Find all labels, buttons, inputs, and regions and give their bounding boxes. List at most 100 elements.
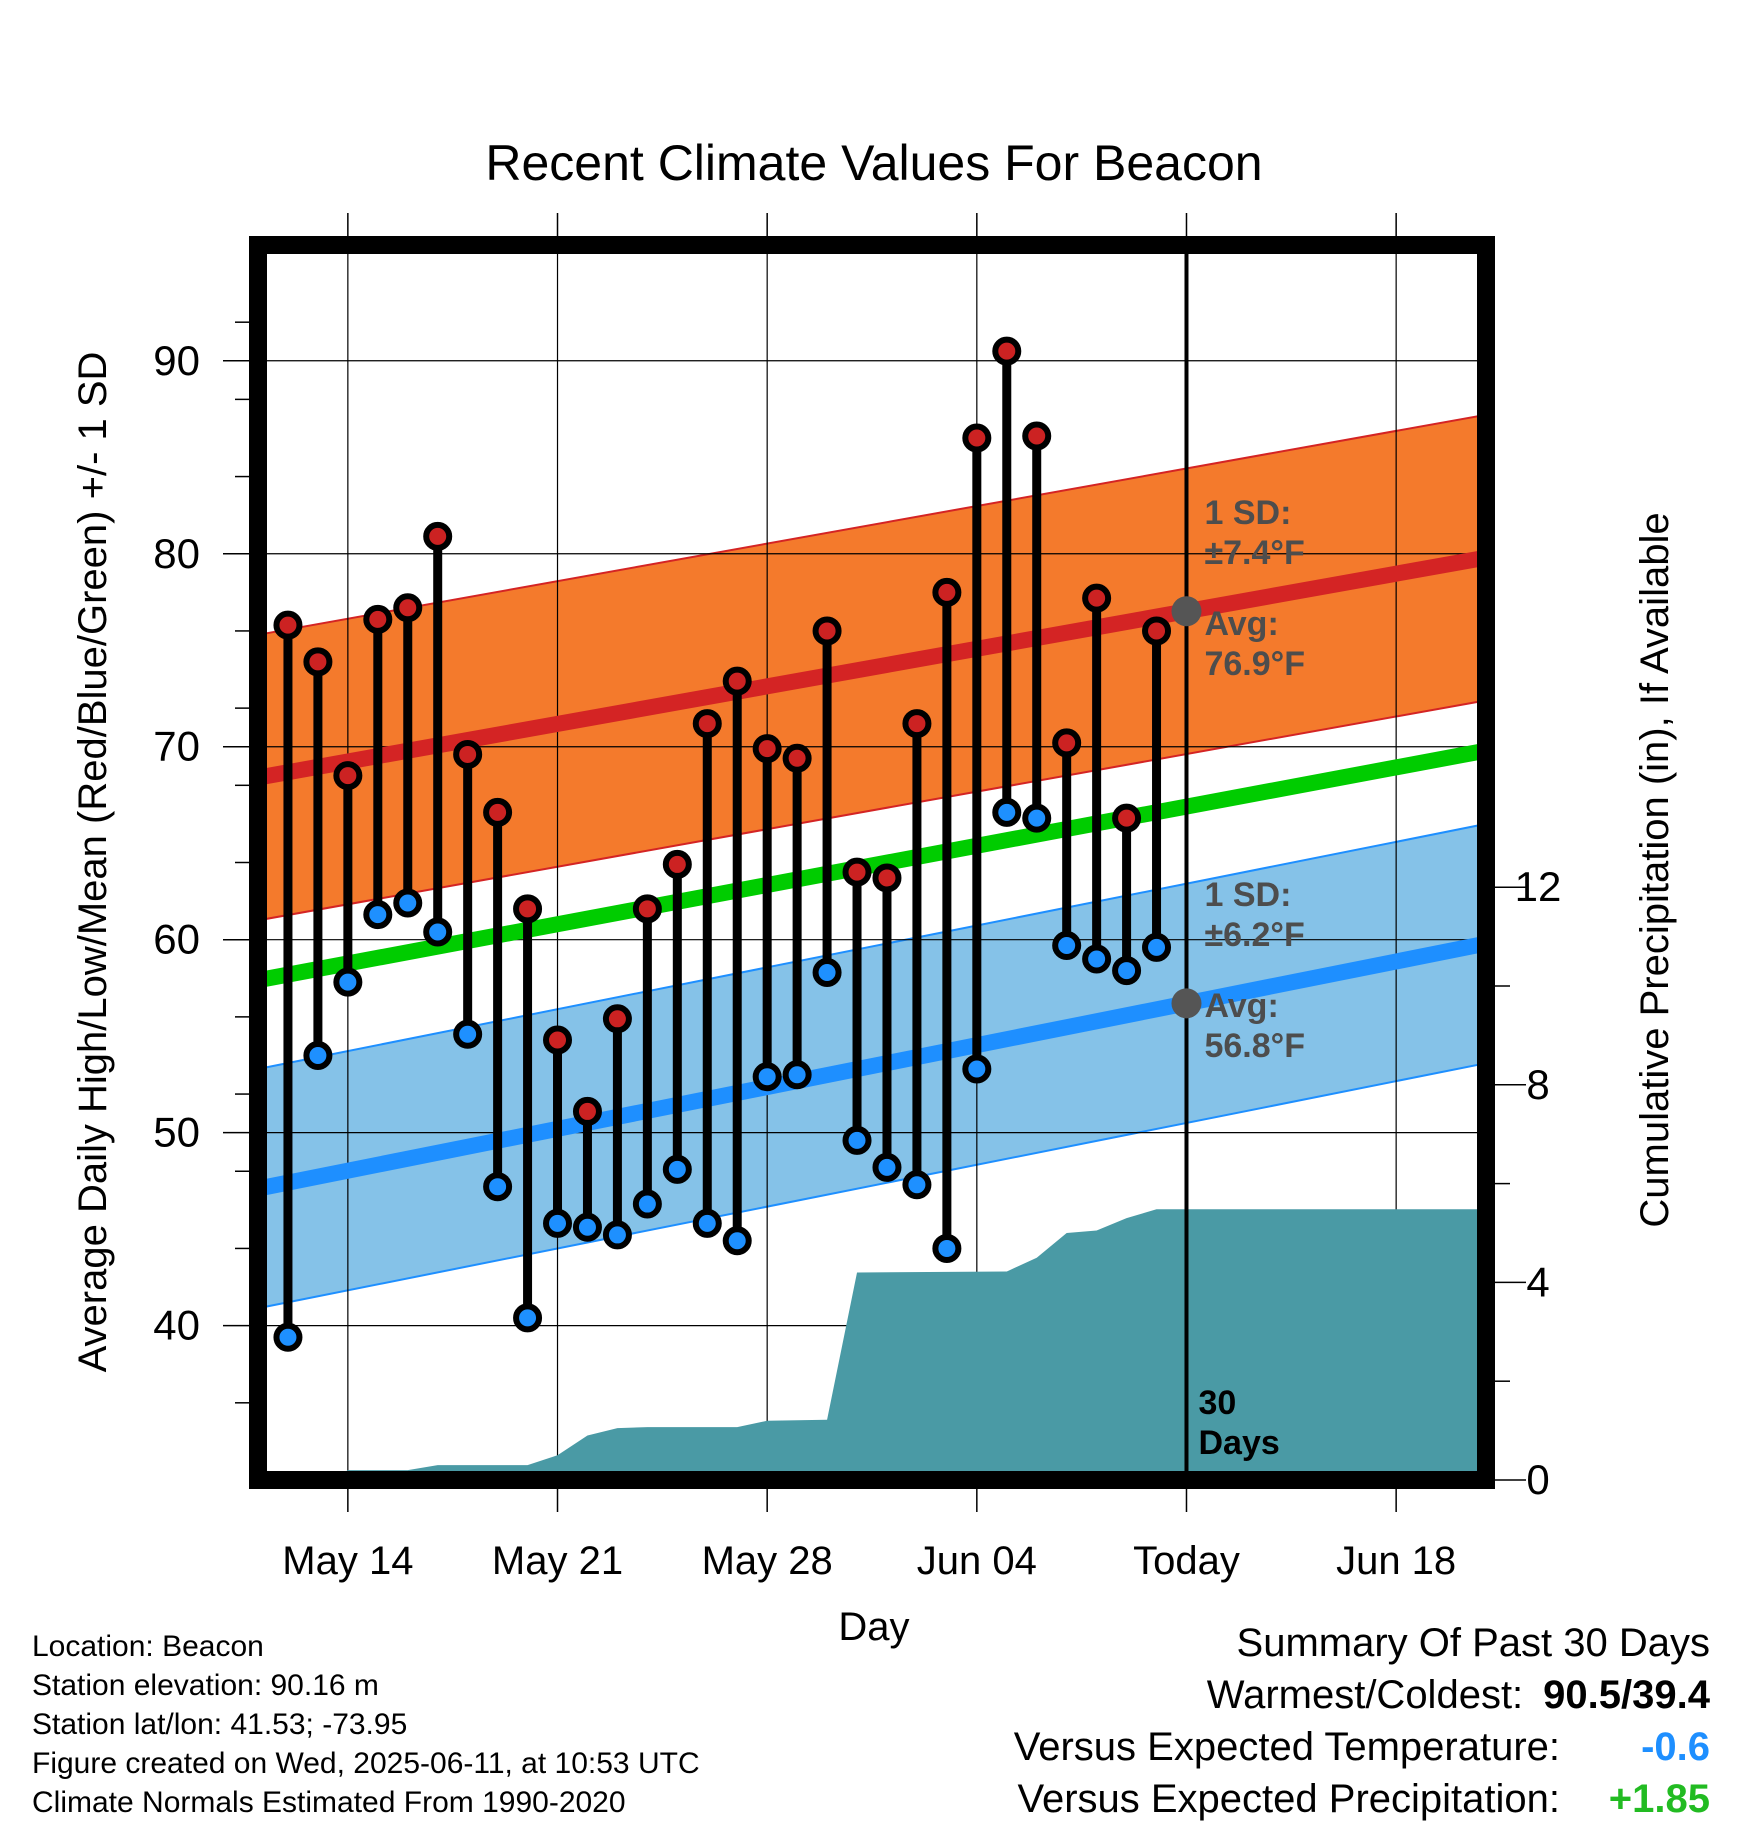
temp-value: -0.6 — [1641, 1725, 1710, 1769]
high-marker — [333, 761, 363, 791]
low-marker — [812, 957, 842, 987]
y-right-tick-label: 12 — [1515, 863, 1562, 910]
normal-low-line — [256, 935, 1488, 1197]
x-tick-label: Jun 04 — [917, 1539, 1037, 1583]
x-axis-label: Day — [838, 1605, 909, 1649]
low-marker — [992, 797, 1022, 827]
low-marker — [1022, 803, 1052, 833]
low-marker — [632, 1189, 662, 1219]
y-left-tick-label: 90 — [153, 337, 200, 384]
high-marker — [483, 797, 513, 827]
high-marker — [722, 666, 752, 696]
low-marker — [423, 917, 453, 947]
high-marker — [543, 1025, 573, 1055]
low-marker — [363, 900, 393, 930]
high-marker — [303, 647, 333, 677]
low-marker — [513, 1303, 543, 1333]
x-tick-label: May 21 — [492, 1539, 623, 1583]
low-sd-label: 1 SD: — [1204, 876, 1291, 914]
elevation-text: Station elevation: 90.16 m — [32, 1669, 379, 1702]
avg-low-marker — [1171, 988, 1202, 1019]
low-marker — [1142, 932, 1172, 962]
low-marker — [1082, 944, 1112, 974]
low-marker — [333, 967, 363, 997]
high-marker — [602, 1004, 632, 1034]
precip-value: +1.85 — [1608, 1777, 1710, 1821]
y-left-tick-label: 50 — [153, 1109, 200, 1156]
low-marker — [1052, 930, 1082, 960]
x-tick-label: Jun 18 — [1336, 1539, 1456, 1583]
y-right-axis-label: Cumulative Precipitation (in), If Availa… — [1633, 512, 1677, 1227]
low-marker — [842, 1125, 872, 1155]
low-marker — [543, 1208, 573, 1238]
y-left-tick-label: 70 — [153, 723, 200, 770]
low-marker — [273, 1322, 303, 1352]
warmest-value: 90.5/39.4 — [1543, 1673, 1710, 1717]
location-text: Location: Beacon — [32, 1630, 264, 1663]
high-marker — [662, 849, 692, 879]
low-avg-label: Avg: — [1204, 987, 1278, 1025]
high-avg-value: 76.9°F — [1204, 645, 1305, 683]
y-left-tick-label: 60 — [153, 916, 200, 963]
summary-title: Summary Of Past 30 Days — [1236, 1621, 1710, 1665]
high-marker — [992, 336, 1022, 366]
high-marker — [1112, 803, 1142, 833]
warmest-label: Warmest/Coldest: — [1206, 1673, 1524, 1717]
normals-text: Climate Normals Estimated From 1990-2020 — [32, 1786, 626, 1819]
low-marker — [902, 1170, 932, 1200]
y-right-tick-label: 0 — [1526, 1456, 1549, 1503]
high-marker — [513, 894, 543, 924]
normal-mean-line — [256, 742, 1488, 989]
low-marker — [662, 1154, 692, 1184]
high-marker — [812, 616, 842, 646]
high-marker — [632, 894, 662, 924]
high-sd-value: ±7.4°F — [1204, 534, 1304, 572]
plot-frame — [249, 236, 1495, 1489]
days-label: Days — [1198, 1424, 1279, 1462]
summary-warmest-row: Warmest/Coldest: 90.5/39.4 — [1014, 1669, 1710, 1721]
y-right-tick-label: 4 — [1526, 1258, 1549, 1305]
high-avg-label: Avg: — [1204, 605, 1278, 643]
created-text: Figure created on Wed, 2025-06-11, at 10… — [32, 1747, 700, 1780]
chart-title: Recent Climate Values For Beacon — [485, 135, 1262, 191]
high-marker — [752, 734, 782, 764]
high-marker — [1142, 616, 1172, 646]
high-marker — [1022, 421, 1052, 451]
low-marker — [483, 1172, 513, 1202]
y-left-axis-label: Average Daily High/Low/Mean (Red/Blue/Gr… — [71, 352, 115, 1373]
summary-temp-row: Versus Expected Temperature: -0.6 — [1014, 1721, 1710, 1773]
high-marker — [453, 739, 483, 769]
days-number: 30 — [1198, 1384, 1236, 1422]
low-marker — [602, 1220, 632, 1250]
low-sd-value: ±6.2°F — [1204, 916, 1304, 954]
high-marker — [273, 610, 303, 640]
y-right-tick-label: 8 — [1526, 1061, 1549, 1108]
x-tick-label: May 14 — [282, 1539, 413, 1583]
x-tick-label: May 28 — [702, 1539, 833, 1583]
low-marker — [1112, 956, 1142, 986]
low-marker — [303, 1040, 333, 1070]
y-left-tick-label: 80 — [153, 530, 200, 577]
high-marker — [1052, 728, 1082, 758]
avg-high-marker — [1171, 596, 1202, 627]
x-tick-label: Today — [1133, 1539, 1240, 1583]
low-marker — [692, 1208, 722, 1238]
high-marker — [423, 521, 453, 551]
high-marker — [692, 709, 722, 739]
high-sd-label: 1 SD: — [1204, 494, 1291, 532]
low-marker — [872, 1152, 902, 1182]
low-avg-value: 56.8°F — [1204, 1027, 1305, 1065]
low-marker — [752, 1062, 782, 1092]
high-marker — [363, 604, 393, 634]
low-marker — [393, 888, 423, 918]
station-info: Location: Beacon Station elevation: 90.1… — [32, 1627, 700, 1822]
high-marker — [962, 423, 992, 453]
low-marker — [782, 1060, 812, 1090]
low-marker — [962, 1054, 992, 1084]
high-marker — [842, 857, 872, 887]
temp-label: Versus Expected Temperature: — [1013, 1725, 1560, 1769]
high-marker — [872, 863, 902, 893]
high-marker — [932, 577, 962, 607]
precipitation-area — [258, 1209, 1486, 1480]
